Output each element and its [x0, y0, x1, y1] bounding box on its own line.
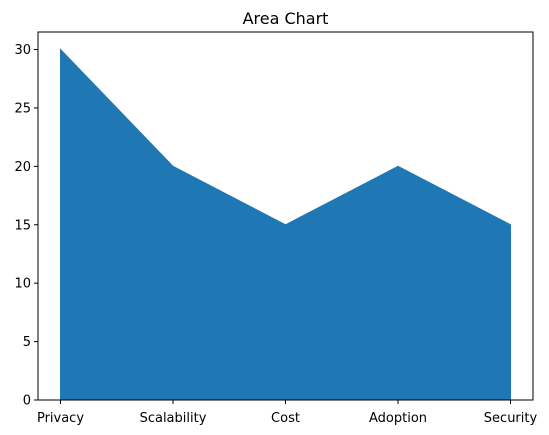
x-tick-label: Adoption: [369, 411, 427, 426]
y-tick-label: 20: [14, 160, 31, 175]
axes: 0 5 10 15 20 25 30 Privacy Scalability Cost Adopti…: [14, 31, 538, 426]
y-tick-label: 15: [14, 218, 31, 233]
y-tick-label: 30: [14, 43, 31, 58]
x-tick-label: Cost: [271, 411, 300, 426]
y-tick-label: 10: [14, 277, 31, 292]
x-tick-label: Privacy: [37, 411, 84, 426]
y-tick-label: 5: [23, 335, 31, 350]
y-tick-label: 25: [14, 101, 31, 116]
x-tick-label: Security: [484, 411, 538, 426]
x-tick-label: Scalability: [140, 411, 207, 426]
chart-title: Area Chart: [243, 9, 329, 28]
y-tick-label: 0: [23, 394, 31, 409]
